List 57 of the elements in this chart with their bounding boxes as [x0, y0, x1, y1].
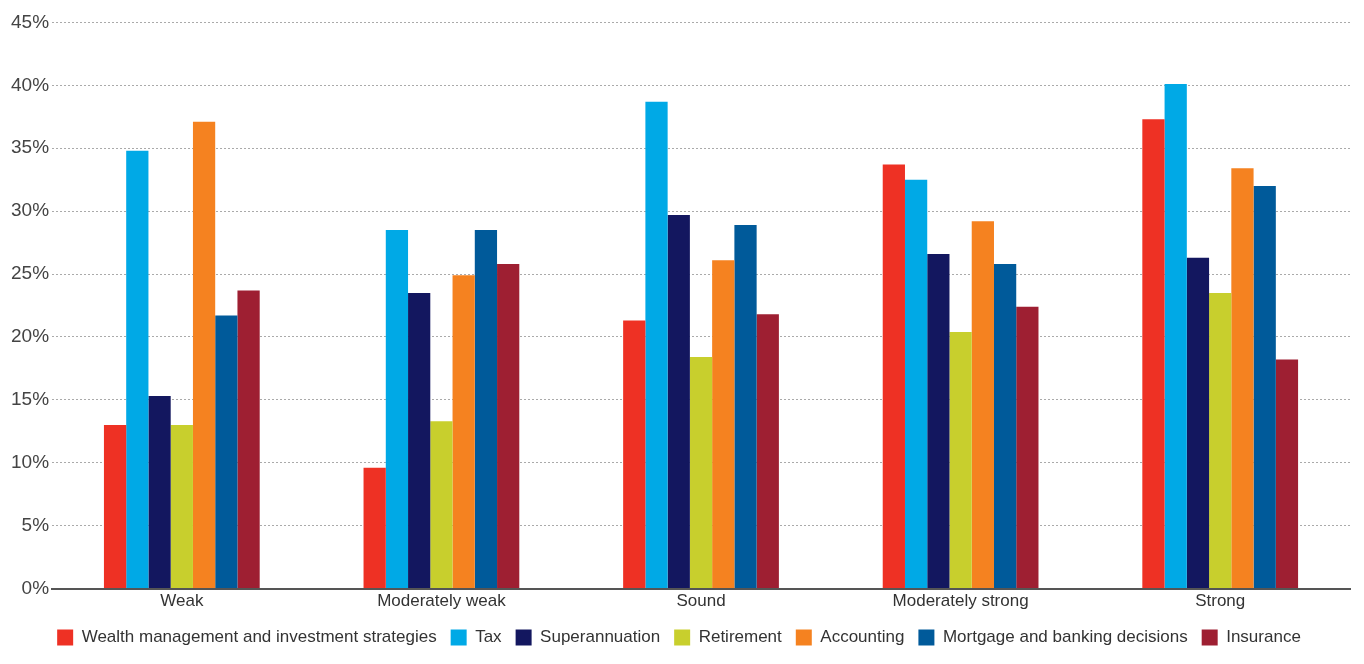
bar: [927, 253, 950, 589]
legend-label: Insurance: [1226, 627, 1301, 647]
legend-label: Retirement: [698, 627, 783, 647]
legend-label: Wealth management and investment strategies: [81, 627, 437, 647]
bar: [1275, 359, 1299, 589]
y-tick-label: 45%: [11, 10, 50, 32]
x-tick-label: Weak: [160, 591, 204, 611]
bar: [363, 467, 386, 589]
bar: [689, 357, 713, 589]
y-tick-label: 20%: [11, 325, 50, 347]
legend-label: Mortgage and banking decisions: [942, 627, 1188, 647]
bar: [1142, 119, 1165, 589]
x-tick-label: Strong: [1195, 591, 1246, 611]
bar: [474, 230, 498, 589]
legend-label: Superannuation: [540, 627, 661, 647]
bar: [126, 150, 149, 589]
bar: [215, 315, 238, 589]
x-tick-label: Sound: [676, 591, 726, 611]
bar: [756, 314, 779, 589]
x-tick-label: Moderately weak: [377, 591, 507, 611]
bar: [385, 230, 409, 589]
bar: [1016, 306, 1039, 589]
bar: [949, 331, 972, 589]
y-tick-label: 5%: [21, 513, 50, 535]
bar: [1209, 292, 1232, 589]
bar: [1186, 257, 1210, 589]
bar: [452, 275, 475, 589]
bar: [734, 224, 757, 589]
bar: [882, 164, 905, 589]
legend-label: Accounting: [820, 627, 905, 647]
bar: [971, 221, 994, 589]
bar: [408, 292, 431, 589]
y-tick-label: 15%: [11, 388, 50, 410]
bar: [237, 290, 260, 589]
bar: [1231, 168, 1254, 589]
y-tick-label: 40%: [11, 73, 50, 95]
bar: [667, 214, 690, 589]
bar: [170, 425, 193, 589]
bar: [497, 263, 520, 589]
bar: [430, 421, 453, 589]
y-tick-label: 30%: [11, 199, 50, 221]
legend-label: Tax: [475, 627, 503, 647]
y-tick-label: 35%: [11, 136, 50, 158]
bar: [1164, 84, 1187, 589]
x-tick-label: Moderately strong: [892, 591, 1029, 611]
bar: [645, 101, 668, 589]
bar: [904, 179, 928, 589]
bar: [712, 260, 735, 589]
bar: [623, 320, 646, 589]
y-tick-label: 0%: [21, 576, 50, 598]
bar: [1253, 185, 1276, 589]
bar: [148, 396, 171, 589]
bar: [192, 121, 216, 589]
y-tick-label: 10%: [11, 451, 50, 473]
y-tick-label: 25%: [11, 262, 50, 284]
bar: [993, 263, 1017, 589]
bar: [103, 425, 127, 589]
